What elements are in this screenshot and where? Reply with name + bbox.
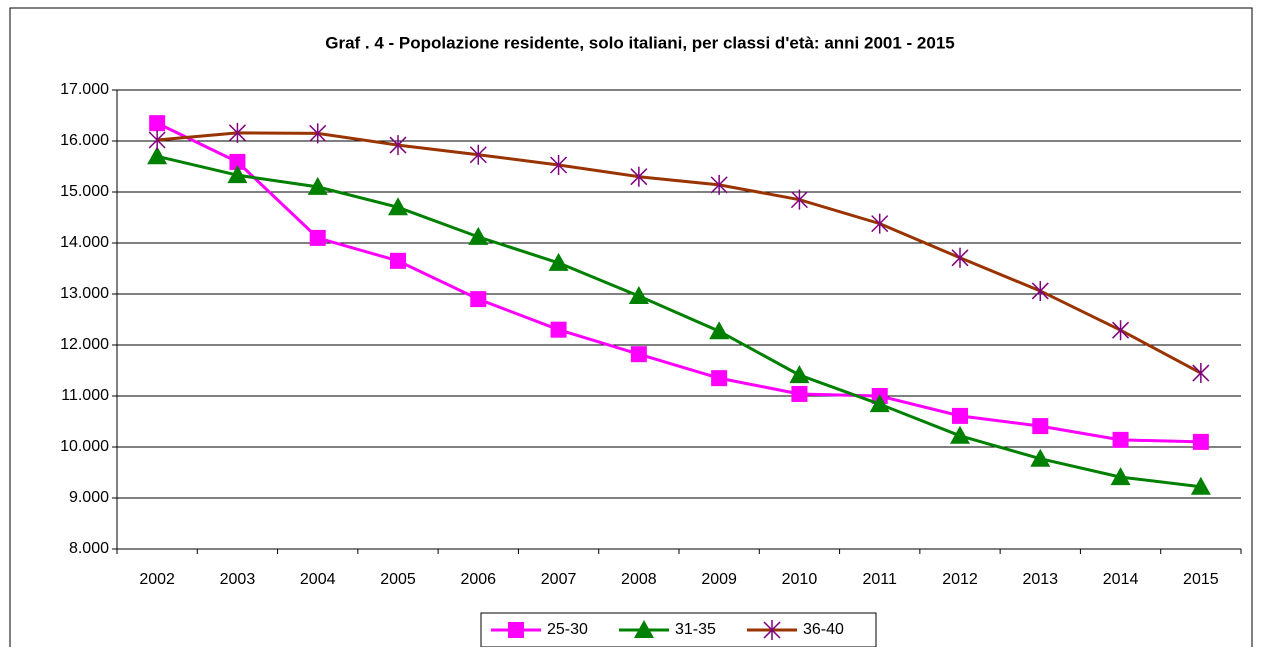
- y-tick-label: 9.000: [69, 489, 109, 506]
- marker: [1032, 418, 1049, 435]
- marker: [389, 135, 407, 156]
- marker: [1110, 467, 1131, 486]
- marker: [148, 129, 166, 150]
- marker: [470, 291, 487, 308]
- x-tick-label: 2008: [621, 571, 657, 588]
- marker: [950, 425, 970, 444]
- marker: [550, 321, 567, 338]
- marker: [711, 370, 728, 387]
- x-tick-label: 2004: [300, 571, 336, 588]
- marker: [309, 123, 327, 144]
- y-tick-label: 12.000: [60, 336, 109, 353]
- marker: [309, 229, 326, 246]
- x-tick-label: 2003: [220, 571, 256, 588]
- legend-marker: [508, 622, 524, 638]
- marker: [789, 365, 810, 384]
- marker: [630, 346, 647, 363]
- y-tick-label: 11.000: [61, 387, 109, 404]
- x-tick-label: 2007: [541, 571, 577, 588]
- x-tick-label: 2002: [139, 571, 175, 588]
- x-tick-label: 2014: [1103, 571, 1139, 588]
- x-tick-label: 2006: [460, 571, 496, 588]
- marker: [630, 166, 648, 187]
- legend-label: 31-35: [675, 621, 716, 638]
- marker: [1112, 320, 1130, 341]
- marker: [1030, 448, 1051, 467]
- marker: [1112, 431, 1129, 448]
- marker: [869, 394, 890, 413]
- marker: [871, 213, 889, 234]
- marker: [390, 252, 406, 269]
- chart-title: Graf . 4 - Popolazione residente, solo i…: [325, 33, 954, 52]
- marker: [709, 321, 730, 340]
- series-line: [157, 131, 1202, 375]
- marker: [1192, 363, 1210, 384]
- marker: [791, 385, 808, 402]
- y-tick-label: 15.000: [60, 183, 109, 200]
- marker: [710, 174, 728, 195]
- marker: [469, 144, 487, 165]
- legend-marker: [634, 620, 654, 638]
- chart-frame: [9, 7, 1253, 652]
- marker: [388, 197, 408, 216]
- marker: [1192, 433, 1209, 450]
- marker: [307, 176, 328, 195]
- y-tick-label: 17.000: [60, 81, 109, 98]
- marker: [1190, 476, 1211, 495]
- legend-box: [480, 612, 877, 648]
- marker: [952, 407, 968, 424]
- x-tick-label: 2011: [863, 571, 898, 588]
- y-tick-label: 13.000: [60, 285, 109, 302]
- legend-label: 36-40: [803, 621, 844, 638]
- marker: [628, 286, 649, 305]
- y-tick-label: 14.000: [60, 234, 109, 251]
- marker: [147, 146, 168, 165]
- marker: [229, 153, 246, 170]
- marker: [951, 247, 969, 268]
- marker: [149, 115, 166, 132]
- marker: [548, 252, 569, 271]
- marker: [227, 165, 248, 184]
- x-tick-label: 2013: [1022, 571, 1058, 588]
- series-line: [156, 154, 1202, 489]
- x-tick-label: 2005: [380, 571, 416, 588]
- y-tick-label: 8.000: [69, 540, 109, 557]
- legend-marker: [763, 620, 781, 640]
- x-tick-label: 2012: [942, 571, 978, 588]
- marker: [228, 122, 246, 143]
- y-tick-label: 16.000: [60, 132, 109, 149]
- x-tick-label: 2009: [701, 571, 737, 588]
- series-line: [156, 121, 1201, 444]
- marker: [468, 226, 489, 245]
- marker: [1031, 280, 1049, 301]
- legend-label: 25-30: [547, 621, 588, 638]
- y-tick-label: 10.000: [60, 438, 109, 455]
- x-tick-label: 2010: [782, 571, 818, 588]
- x-tick-label: 2015: [1183, 571, 1219, 588]
- marker: [790, 189, 808, 210]
- marker: [550, 154, 568, 175]
